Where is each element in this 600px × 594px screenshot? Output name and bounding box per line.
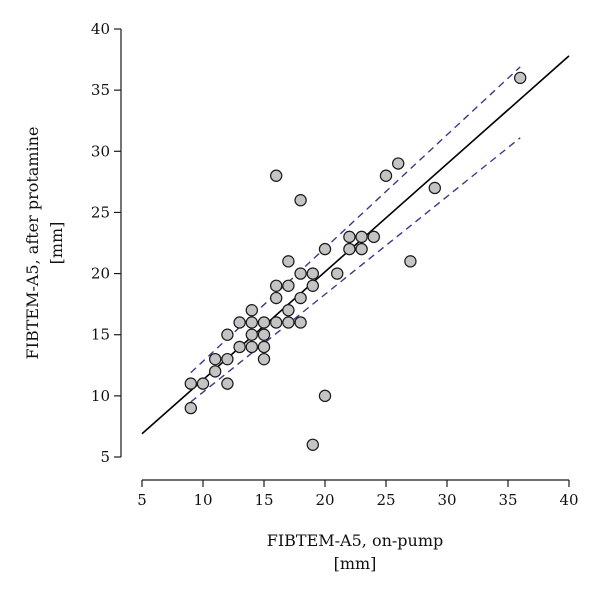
data-point [257, 316, 271, 329]
data-point [208, 365, 222, 378]
data-point [294, 267, 307, 280]
data-point [294, 316, 307, 329]
data-point [318, 389, 332, 403]
x-axis-ticks: 5 10 15 20 25 30 35 40 [137, 480, 579, 509]
data-point [282, 304, 295, 317]
y-axis-unit: [mm] [47, 222, 66, 265]
data-point [294, 193, 307, 207]
data-point [392, 157, 405, 170]
data-point [318, 242, 332, 256]
data-point [355, 242, 368, 256]
y-tick-label: 10 [91, 387, 110, 405]
y-tick-label: 5 [100, 448, 110, 466]
data-point [196, 377, 210, 390]
data-point [221, 328, 234, 341]
data-point [306, 267, 319, 280]
data-point [270, 291, 283, 305]
data-point [245, 340, 258, 354]
data-point [355, 230, 368, 244]
data-point [331, 267, 344, 280]
x-tick-label: 5 [137, 491, 147, 509]
data-point [514, 71, 527, 85]
y-tick-label: 25 [91, 203, 110, 221]
data-point [245, 316, 258, 329]
x-tick-label: 30 [437, 491, 456, 509]
data-point [257, 328, 271, 341]
data-point [270, 279, 283, 292]
data-point [306, 438, 319, 451]
data-point [428, 181, 441, 195]
data-point [184, 401, 197, 415]
data-point [257, 352, 271, 366]
y-axis-title: FIBTEM-A5, after protamine [23, 127, 42, 360]
data-point [282, 316, 295, 329]
data-point [245, 328, 258, 341]
y-tick-label: 30 [91, 142, 110, 160]
data-point [245, 304, 258, 317]
data-point [282, 255, 295, 268]
data-point [367, 230, 380, 244]
x-axis-unit: [mm] [334, 554, 377, 573]
regression-line-group [141, 55, 570, 435]
confidence-lower-line [190, 137, 521, 403]
data-point [343, 230, 356, 244]
data-point [257, 340, 271, 354]
data-point [343, 242, 356, 256]
data-point [404, 255, 417, 268]
data-point [306, 279, 319, 292]
y-tick-label: 35 [91, 81, 110, 99]
data-point [208, 352, 222, 366]
y-axis-ticks: 5 10 15 20 25 30 35 40 [91, 20, 121, 466]
data-point [270, 316, 283, 329]
data-point [233, 340, 246, 354]
x-tick-label: 40 [559, 491, 578, 509]
data-point [379, 169, 393, 182]
data-point [221, 352, 234, 366]
y-tick-label: 40 [91, 20, 110, 38]
data-points [184, 71, 527, 451]
x-tick-label: 25 [376, 491, 395, 509]
x-tick-label: 20 [315, 491, 334, 509]
regression-line [141, 55, 570, 435]
x-axis-title: FIBTEM-A5, on-pump [267, 531, 444, 550]
data-point [270, 169, 283, 182]
data-point [282, 279, 295, 292]
y-tick-label: 15 [91, 326, 110, 344]
y-tick-label: 20 [91, 265, 110, 283]
x-tick-label: 35 [498, 491, 517, 509]
data-point [221, 377, 234, 390]
data-point [294, 291, 307, 305]
axes [120, 29, 569, 481]
x-tick-label: 15 [254, 491, 273, 509]
data-point [184, 377, 197, 390]
x-tick-label: 10 [193, 491, 212, 509]
data-point [233, 316, 246, 329]
